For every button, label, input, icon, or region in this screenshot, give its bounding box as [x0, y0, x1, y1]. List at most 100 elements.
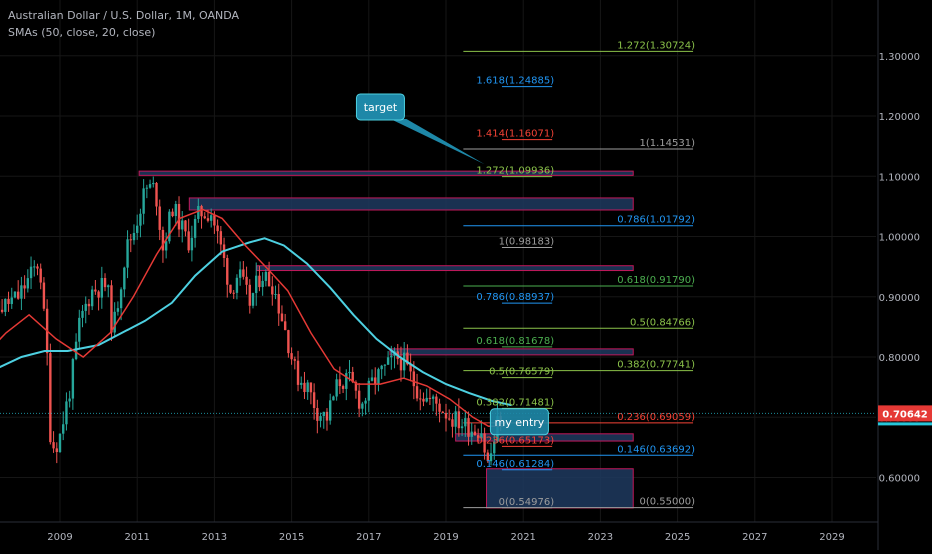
fib-level-label: 1.272(1.30724): [617, 40, 695, 51]
candle-body: [117, 308, 119, 312]
fib-level-label: 0.5(0.76579): [489, 367, 554, 378]
candle-body: [40, 269, 42, 283]
candle-body: [400, 359, 402, 371]
candle-body: [175, 204, 177, 216]
candle-body: [213, 215, 215, 225]
fib-level-label: 0.382(0.71481): [476, 397, 554, 408]
candle-body: [467, 418, 469, 437]
candle-body: [88, 304, 90, 306]
candle-body: [342, 386, 344, 389]
candle-body: [97, 292, 99, 298]
candle-body: [268, 272, 270, 286]
x-tick-label: 2017: [356, 532, 381, 543]
y-tick-label: 1.10000: [879, 172, 920, 183]
candle-body: [261, 281, 263, 287]
candle-body: [297, 361, 299, 385]
candle-body: [204, 216, 206, 218]
candle-body: [339, 379, 341, 386]
candle-body: [319, 416, 321, 421]
candle-body: [451, 419, 453, 426]
candle-body: [384, 365, 386, 366]
fib-level-label: 0.146(0.61284): [476, 459, 554, 470]
candle-body: [464, 418, 466, 426]
candle-body: [107, 285, 109, 287]
candle-body: [416, 386, 418, 398]
candle-body: [335, 379, 337, 396]
candle-body: [184, 220, 186, 231]
entry-callout-label: my entry: [495, 416, 545, 429]
x-tick-label: 2015: [279, 532, 304, 543]
candle-body: [448, 419, 450, 420]
fib-level-label: 0.146(0.63692): [617, 444, 695, 455]
candle-body: [133, 233, 135, 240]
zone-rect: [390, 349, 633, 355]
y-tick-label: 0.90000: [879, 293, 920, 304]
candle-body: [300, 383, 302, 385]
x-tick-label: 2027: [742, 532, 767, 543]
x-tick-label: 2023: [588, 532, 613, 543]
x-tick-label: 2013: [202, 532, 227, 543]
x-tick-label: 2009: [47, 532, 72, 543]
candle-body: [426, 398, 428, 402]
candle-body: [104, 278, 106, 287]
fib-level-label: 1.414(1.16071): [476, 129, 554, 140]
candle-body: [194, 219, 196, 238]
candle-body: [4, 299, 6, 312]
candle-body: [252, 293, 254, 306]
fib-level-label: 0.618(0.91790): [617, 275, 695, 286]
candle-body: [249, 285, 251, 306]
y-tick-label: 1.00000: [879, 233, 920, 244]
x-tick-label: 2019: [433, 532, 458, 543]
candle-body: [329, 400, 331, 420]
candle-body: [130, 239, 132, 240]
y-tick-label: 1.20000: [879, 112, 920, 123]
candle-body: [358, 391, 360, 409]
fib-level-label: 0.382(0.77741): [617, 360, 695, 371]
candle-body: [181, 220, 183, 229]
candle-body: [422, 399, 424, 402]
candle-body: [294, 359, 296, 360]
candle-body: [413, 371, 415, 386]
candle-body: [85, 304, 87, 311]
candle-body: [461, 426, 463, 428]
candle-body: [216, 226, 218, 232]
candle-body: [278, 294, 280, 313]
candle-body: [120, 289, 122, 308]
candle-body: [7, 299, 9, 304]
candle-body: [429, 398, 431, 399]
zone-rect: [189, 198, 633, 210]
candle-body: [30, 267, 32, 278]
candle-body: [23, 285, 25, 288]
candle-body: [229, 285, 231, 293]
candle-body: [11, 298, 13, 305]
candle-body: [210, 215, 212, 221]
candle-body: [236, 278, 238, 293]
candle-body: [123, 268, 125, 290]
candle-body: [361, 404, 363, 409]
candle-body: [306, 382, 308, 392]
candle-body: [101, 278, 103, 298]
candle-body: [162, 230, 164, 251]
candle-body: [152, 183, 154, 184]
candle-body: [65, 401, 67, 424]
candle-body: [197, 206, 199, 219]
candle-body: [371, 377, 373, 380]
candle-body: [432, 397, 434, 399]
candle-body: [255, 276, 257, 293]
y-tick-label: 1.30000: [879, 52, 920, 63]
candle-body: [178, 204, 180, 229]
candle-body: [438, 404, 440, 412]
candle-body: [348, 372, 350, 373]
candle-body: [316, 408, 318, 421]
candle-body: [323, 412, 325, 416]
candle-body: [91, 290, 93, 307]
candle-body: [377, 369, 379, 384]
candle-body: [435, 397, 437, 404]
candle-body: [59, 434, 61, 452]
candle-body: [94, 290, 96, 292]
fib-level-label: 0.786(1.01792): [617, 215, 695, 226]
zone-rect: [139, 171, 633, 175]
candle-body: [471, 432, 473, 437]
